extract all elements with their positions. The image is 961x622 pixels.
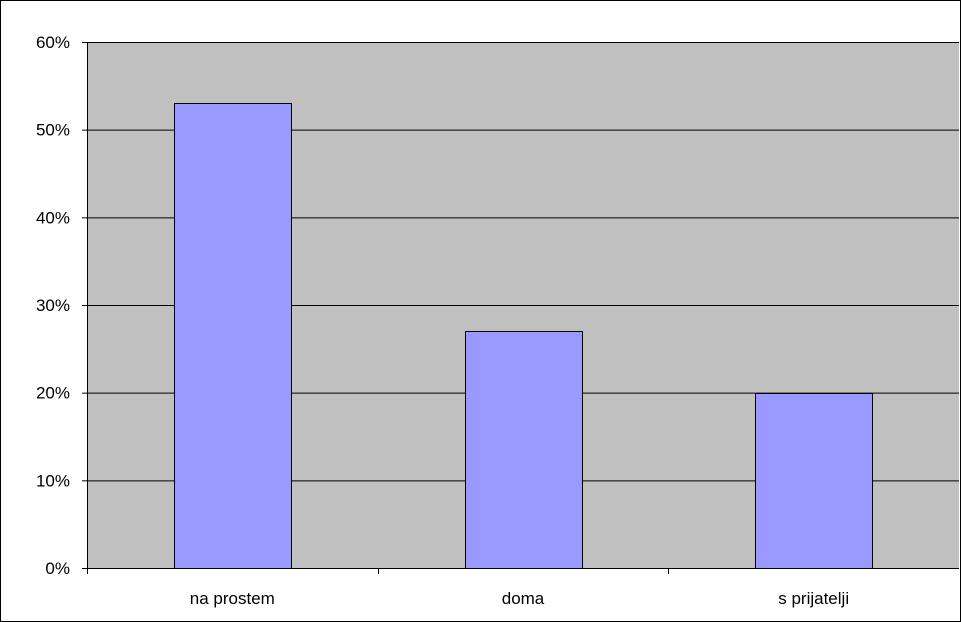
y-tick-label-40: 40%	[36, 208, 70, 227]
y-tick-labels: 0% 10% 20% 30% 40% 50% 60%	[36, 33, 70, 578]
bars	[174, 103, 873, 569]
bar-s-prijatelji	[755, 393, 873, 569]
bar-doma	[465, 331, 583, 569]
y-tick-label-10: 10%	[36, 471, 70, 490]
y-tick-label-0: 0%	[45, 559, 70, 578]
bar-na-prostem	[174, 103, 292, 569]
y-tick-label-30: 30%	[36, 296, 70, 315]
x-category-labels: na prostem doma s prijatelji	[190, 589, 849, 608]
y-tick-label-50: 50%	[36, 121, 70, 140]
y-tick-label-20: 20%	[36, 384, 70, 403]
x-category-label-na-prostem: na prostem	[190, 589, 275, 608]
x-category-label-s-prijatelji: s prijatelji	[778, 589, 849, 608]
x-category-label-doma: doma	[502, 589, 545, 608]
axes	[82, 42, 959, 574]
y-tick-label-60: 60%	[36, 33, 70, 52]
